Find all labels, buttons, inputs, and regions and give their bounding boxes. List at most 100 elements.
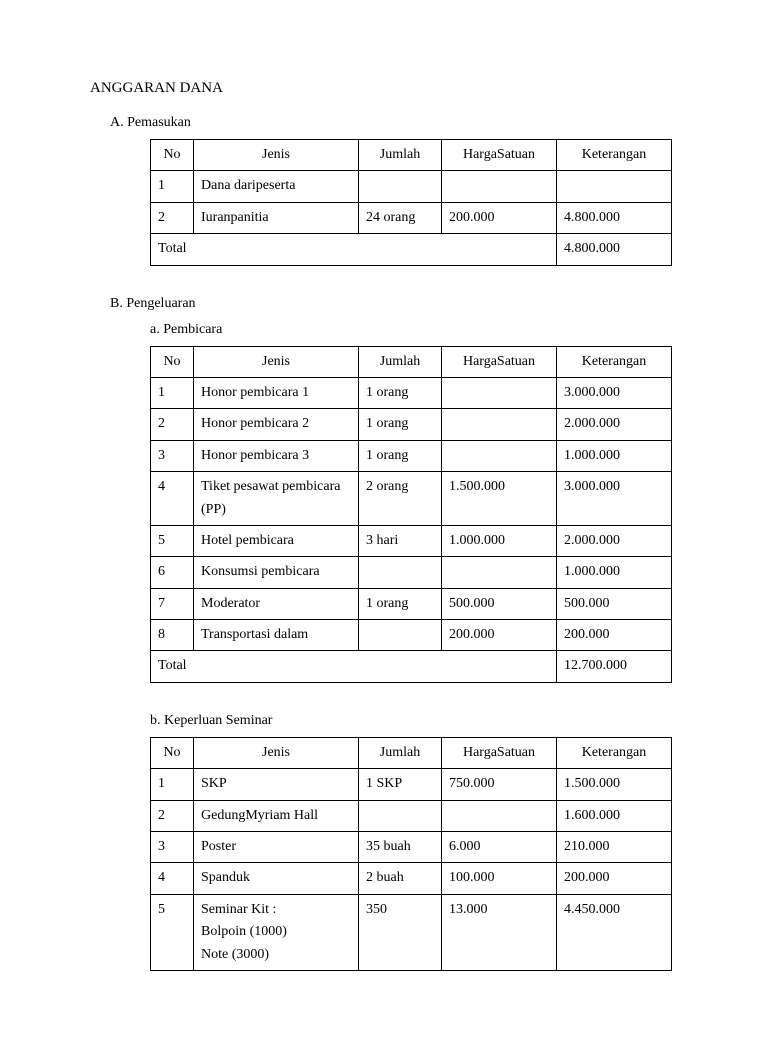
cell-harga: 200.000 (442, 202, 557, 233)
total-value: 4.800.000 (557, 234, 672, 265)
cell-jenis: Tiket pesawat pembicara (PP) (194, 472, 359, 526)
cell-ket: 1.500.000 (557, 769, 672, 800)
cell-harga (442, 171, 557, 202)
cell-harga: 500.000 (442, 588, 557, 619)
table-row: 1 Dana daripeserta (151, 171, 672, 202)
col-jenis: Jenis (194, 346, 359, 377)
cell-no: 2 (151, 202, 194, 233)
table-header-row: No Jenis Jumlah HargaSatuan Keterangan (151, 140, 672, 171)
table-row: 2Honor pembicara 21 orang2.000.000 (151, 409, 672, 440)
cell-jenis: Honor pembicara 3 (194, 440, 359, 471)
cell-ket: 1.000.000 (557, 557, 672, 588)
cell-no: 1 (151, 769, 194, 800)
cell-no: 5 (151, 894, 194, 970)
table-header-row: No Jenis Jumlah HargaSatuan Keterangan (151, 737, 672, 768)
cell-no: 2 (151, 409, 194, 440)
cell-no: 8 (151, 620, 194, 651)
cell-ket: 4.450.000 (557, 894, 672, 970)
table-header-row: No Jenis Jumlah HargaSatuan Keterangan (151, 346, 672, 377)
cell-harga: 6.000 (442, 832, 557, 863)
cell-jenis: Dana daripeserta (194, 171, 359, 202)
table-pemasukan: No Jenis Jumlah HargaSatuan Keterangan 1… (150, 139, 672, 266)
cell-jumlah: 1 orang (359, 588, 442, 619)
cell-jumlah (359, 620, 442, 651)
col-harga: HargaSatuan (442, 140, 557, 171)
cell-ket: 4.800.000 (557, 202, 672, 233)
cell-jenis: Iuranpanitia (194, 202, 359, 233)
cell-jumlah: 1 SKP (359, 769, 442, 800)
table-row: 7Moderator1 orang500.000 500.000 (151, 588, 672, 619)
col-jumlah: Jumlah (359, 737, 442, 768)
cell-jenis: Honor pembicara 2 (194, 409, 359, 440)
cell-no: 7 (151, 588, 194, 619)
table-row: 4Tiket pesawat pembicara (PP)2 orang1.50… (151, 472, 672, 526)
cell-no: 5 (151, 525, 194, 556)
cell-jenis: GedungMyriam Hall (194, 800, 359, 831)
col-ket: Keterangan (557, 346, 672, 377)
cell-jenis: Spanduk (194, 863, 359, 894)
cell-ket: 1.600.000 (557, 800, 672, 831)
cell-jenis: Konsumsi pembicara (194, 557, 359, 588)
cell-no: 2 (151, 800, 194, 831)
cell-jumlah: 2 buah (359, 863, 442, 894)
page-title: ANGGARAN DANA (90, 80, 678, 97)
table-row: 4Spanduk2 buah100.000200.000 (151, 863, 672, 894)
cell-jenis: Seminar Kit : Bolpoin (1000) Note (3000) (194, 894, 359, 970)
table-row: 3Honor pembicara 31 orang1.000.000 (151, 440, 672, 471)
cell-no: 6 (151, 557, 194, 588)
col-ket: Keterangan (557, 140, 672, 171)
table-row: 8Transportasi dalam200.000 200.000 (151, 620, 672, 651)
table-pembicara: No Jenis Jumlah HargaSatuan Keterangan 1… (150, 346, 672, 683)
subsection-b-heading: b. Keperluan Seminar (150, 713, 678, 729)
cell-ket (557, 171, 672, 202)
col-no: No (151, 737, 194, 768)
table-row: 2 Iuranpanitia 24 orang 200.000 4.800.00… (151, 202, 672, 233)
cell-no: 3 (151, 832, 194, 863)
section-a-heading: A. Pemasukan (110, 115, 678, 131)
cell-ket: 200.000 (557, 863, 672, 894)
col-jumlah: Jumlah (359, 140, 442, 171)
table-row: 1SKP1 SKP750.0001.500.000 (151, 769, 672, 800)
table-row: 6Konsumsi pembicara 1.000.000 (151, 557, 672, 588)
table-row: 5Seminar Kit : Bolpoin (1000) Note (3000… (151, 894, 672, 970)
subsection-a-heading: a. Pembicara (150, 322, 678, 338)
col-ket: Keterangan (557, 737, 672, 768)
section-b-heading: B. Pengeluaran (110, 296, 678, 312)
cell-jumlah: 1 orang (359, 409, 442, 440)
cell-jumlah: 2 orang (359, 472, 442, 526)
cell-harga: 1.500.000 (442, 472, 557, 526)
cell-jumlah (359, 557, 442, 588)
table-keperluan-seminar: No Jenis Jumlah HargaSatuan Keterangan 1… (150, 737, 672, 971)
cell-harga: 200.000 (442, 620, 557, 651)
cell-no: 1 (151, 377, 194, 408)
cell-jumlah: 1 orang (359, 377, 442, 408)
cell-ket: 210.000 (557, 832, 672, 863)
cell-harga: 100.000 (442, 863, 557, 894)
cell-jenis: Transportasi dalam (194, 620, 359, 651)
col-no: No (151, 346, 194, 377)
cell-ket: 3.000.000 (557, 377, 672, 408)
cell-jumlah (359, 171, 442, 202)
cell-jumlah: 350 (359, 894, 442, 970)
cell-jenis: Honor pembicara 1 (194, 377, 359, 408)
table-total-row: Total 4.800.000 (151, 234, 672, 265)
cell-jumlah: 24 orang (359, 202, 442, 233)
cell-ket: 2.000.000 (557, 525, 672, 556)
cell-harga: 13.000 (442, 894, 557, 970)
col-harga: HargaSatuan (442, 737, 557, 768)
cell-no: 3 (151, 440, 194, 471)
cell-no: 4 (151, 472, 194, 526)
col-jenis: Jenis (194, 140, 359, 171)
cell-jumlah: 3 hari (359, 525, 442, 556)
cell-harga: 1.000.000 (442, 525, 557, 556)
col-no: No (151, 140, 194, 171)
cell-ket: 3.000.000 (557, 472, 672, 526)
table-total-row: Total 12.700.000 (151, 651, 672, 682)
cell-no: 4 (151, 863, 194, 894)
cell-harga (442, 409, 557, 440)
cell-no: 1 (151, 171, 194, 202)
table-row: 3Poster35 buah6.000210.000 (151, 832, 672, 863)
total-value: 12.700.000 (557, 651, 672, 682)
cell-jenis: Moderator (194, 588, 359, 619)
col-jenis: Jenis (194, 737, 359, 768)
